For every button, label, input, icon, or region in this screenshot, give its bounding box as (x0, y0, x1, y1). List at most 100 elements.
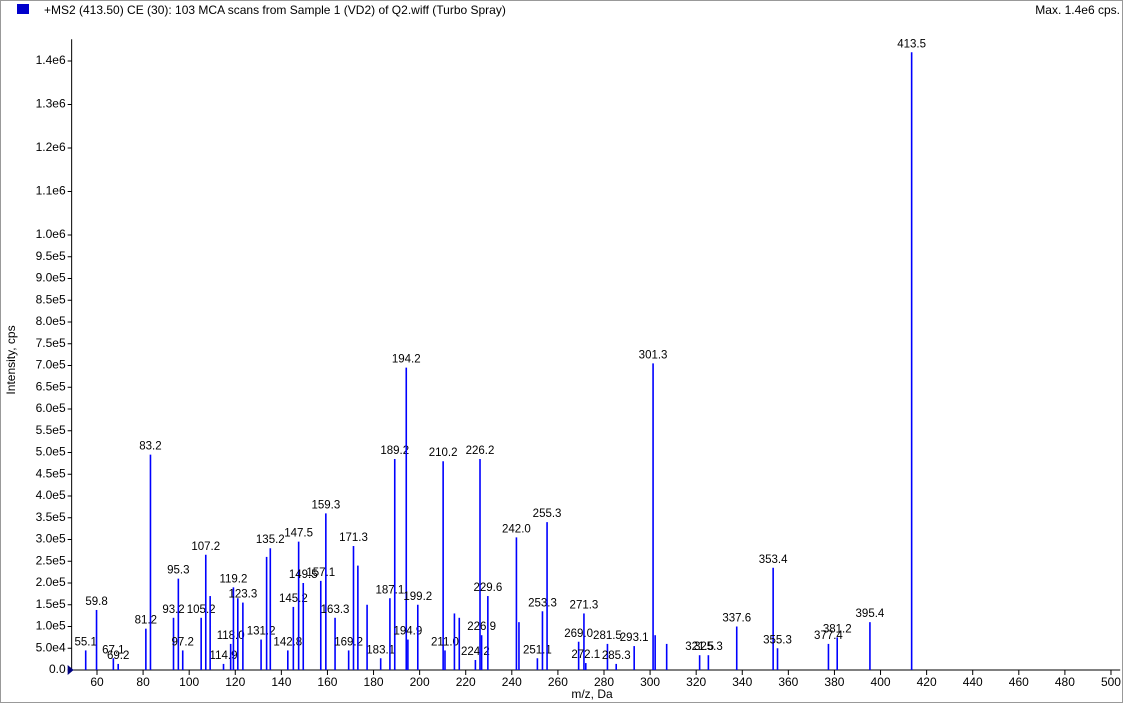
y-tick-label: 9.0e5 (36, 271, 66, 285)
y-tick-label: 5.5e5 (36, 423, 66, 437)
peak-label: 271.3 (570, 599, 599, 611)
x-tick-label: 460 (1009, 675, 1029, 689)
x-tick-label: 320 (686, 675, 706, 689)
peak-label: 171.3 (339, 532, 368, 544)
y-tick-label: 2.0e5 (36, 575, 66, 589)
peak-label: 194.9 (393, 626, 422, 638)
y-tick-label: 5.0e4 (36, 640, 66, 654)
x-tick-label: 140 (271, 675, 291, 689)
y-tick-label: 0.0 (49, 662, 66, 676)
x-tick-label: 300 (640, 675, 660, 689)
peak-label: 135.2 (256, 534, 285, 546)
y-tick-label: 7.0e5 (36, 358, 66, 372)
peak-label: 149.5 (289, 569, 318, 581)
peak-label: 325.3 (694, 641, 723, 653)
y-tick-label: 2.5e5 (36, 553, 66, 567)
x-tick-label: 80 (136, 675, 150, 689)
axis-arrow (67, 665, 74, 675)
x-tick-label: 120 (225, 675, 245, 689)
x-tick-label: 180 (364, 675, 384, 689)
chart-title: +MS2 (413.50) CE (30): 103 MCA scans fro… (44, 3, 506, 17)
x-tick-label: 340 (732, 675, 752, 689)
peak-label: 119.2 (219, 573, 247, 585)
peak-label: 281.5 (593, 630, 622, 642)
max-label: Max. 1.4e6 cps. (1035, 3, 1120, 17)
peak-label: 163.3 (321, 604, 350, 616)
y-tick-label: 7.5e5 (36, 336, 66, 350)
peak-label: 107.2 (191, 541, 220, 553)
peak-label: 157.1 (306, 567, 335, 579)
peak-label: 211.0 (431, 636, 459, 648)
peak-label: 242.0 (502, 523, 531, 535)
peak-label: 301.3 (639, 349, 668, 361)
peak-label: 381.2 (823, 623, 852, 635)
peak-label: 83.2 (139, 441, 161, 453)
peak-label: 269.0 (564, 628, 593, 640)
peak-label: 105.2 (187, 604, 216, 616)
x-tick-label: 440 (963, 675, 983, 689)
peak-label: 353.4 (759, 554, 788, 566)
peak-label: 229.6 (473, 582, 502, 594)
peak-label: 199.2 (403, 591, 432, 603)
x-tick-label: 280 (594, 675, 614, 689)
y-tick-label: 1.0e6 (36, 227, 66, 241)
y-tick-label: 1.4e6 (36, 53, 66, 67)
y-tick-label: 4.5e5 (36, 466, 66, 480)
peak-label: 189.2 (380, 445, 409, 457)
x-tick-label: 240 (502, 675, 522, 689)
peak-label: 285.3 (602, 650, 631, 662)
peak-label: 251.1 (523, 644, 552, 656)
x-tick-label: 220 (456, 675, 476, 689)
x-tick-label: 360 (778, 675, 798, 689)
x-tick-label: 400 (871, 675, 891, 689)
y-tick-label: 8.0e5 (36, 314, 66, 328)
peak-label: 187.1 (376, 584, 405, 596)
peak-label: 413.5 (897, 38, 926, 50)
peak-label: 95.3 (167, 565, 189, 577)
x-tick-label: 60 (90, 675, 104, 689)
peak-label: 123.3 (228, 589, 257, 601)
peak-label: 59.8 (85, 596, 107, 608)
y-tick-label: 6.0e5 (36, 401, 66, 415)
peak-label: 97.2 (172, 636, 194, 648)
x-tick-label: 260 (548, 675, 568, 689)
x-tick-label: 380 (824, 675, 844, 689)
x-tick-label: 160 (317, 675, 337, 689)
peak-label: 142.8 (273, 636, 302, 648)
peak-label: 93.2 (162, 604, 184, 616)
y-tick-label: 1.5e5 (36, 597, 66, 611)
peak-label: 145.2 (279, 593, 308, 605)
peak-label: 131.2 (247, 626, 276, 638)
x-tick-label: 420 (917, 675, 937, 689)
peak-label: 55.1 (75, 636, 97, 648)
peak-label: 67.1 (102, 644, 124, 656)
peak-label: 337.6 (722, 613, 751, 625)
peak-label: 81.2 (135, 615, 157, 627)
peak-label: 255.3 (533, 508, 562, 520)
peak-label: 118.0 (217, 630, 245, 642)
y-tick-label: 9.5e5 (36, 249, 66, 263)
peak-label: 272.1 (571, 649, 600, 661)
x-axis-label: m/z, Da (571, 687, 613, 701)
y-tick-label: 8.5e5 (36, 292, 66, 306)
peak-label: 224.2 (461, 646, 490, 658)
peak-label: 159.3 (311, 499, 340, 511)
x-tick-label: 100 (179, 675, 199, 689)
peak-label: 321.5 (685, 641, 714, 653)
peak-label: 69.2 (107, 650, 129, 662)
y-tick-label: 1.2e6 (36, 140, 66, 154)
y-tick-label: 5.0e5 (36, 445, 66, 459)
peak-label: 355.3 (763, 634, 792, 646)
peak-label: 183.1 (366, 644, 395, 656)
x-tick-label: 480 (1055, 675, 1075, 689)
x-tick-label: 200 (410, 675, 430, 689)
peak-label: 169.2 (334, 636, 363, 648)
y-tick-label: 1.3e6 (36, 97, 66, 111)
peak-label: 226.9 (467, 621, 496, 633)
y-tick-label: 4.0e5 (36, 488, 66, 502)
peak-label: 377.4 (814, 630, 843, 642)
peak-label: 293.1 (620, 632, 649, 644)
